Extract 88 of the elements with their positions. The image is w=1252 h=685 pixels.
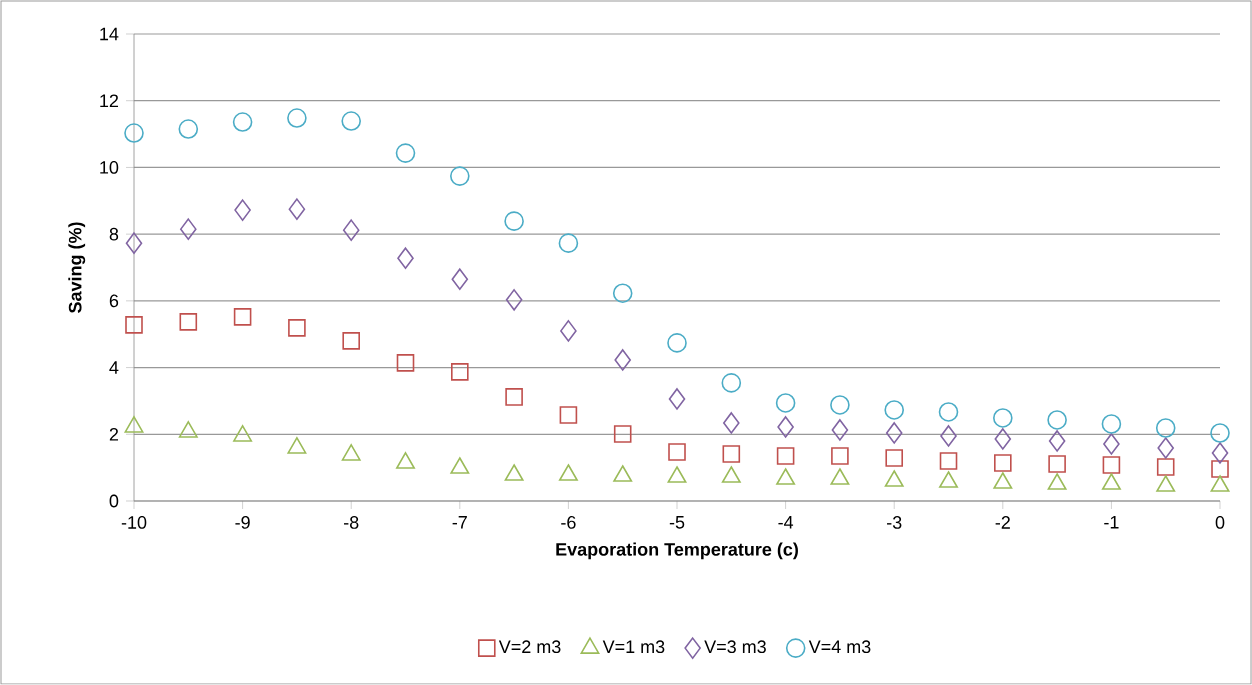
point — [612, 283, 633, 303]
point — [1047, 410, 1067, 430]
point — [560, 320, 577, 342]
point — [451, 268, 469, 290]
point — [559, 406, 578, 424]
point — [1211, 442, 1229, 464]
legend-label: V=3 m3 — [704, 640, 766, 654]
point — [178, 119, 199, 139]
point — [451, 363, 469, 381]
point — [668, 443, 686, 461]
point — [1101, 414, 1122, 434]
point — [614, 349, 632, 371]
x-tick-label: -8 — [344, 516, 359, 529]
legend-label: V=1 m3 — [602, 640, 665, 654]
x-tick-label: -2 — [995, 516, 1010, 529]
point — [1103, 433, 1120, 455]
legend-label: V=4 m3 — [808, 640, 871, 654]
x-tick-label: -3 — [887, 516, 902, 529]
point — [830, 395, 850, 415]
point — [1211, 460, 1229, 478]
point — [342, 219, 360, 241]
x-tick-label: -7 — [452, 516, 467, 529]
point — [341, 111, 362, 131]
y-tick-label: 6 — [109, 294, 119, 308]
point — [342, 332, 360, 350]
point — [179, 313, 198, 331]
point — [125, 232, 143, 254]
point — [722, 445, 741, 463]
point — [831, 447, 849, 465]
x-tick-label: -6 — [561, 516, 576, 529]
x-tick-label: -4 — [778, 516, 794, 529]
point — [667, 333, 687, 353]
point — [831, 419, 849, 441]
point — [613, 425, 632, 443]
point — [395, 143, 416, 163]
x-axis-title: Evaporation Temperature (c) — [556, 542, 798, 560]
point — [1102, 456, 1121, 474]
x-tick-label: 0 — [1215, 516, 1225, 529]
point — [777, 416, 794, 438]
point — [397, 247, 414, 269]
point — [1048, 455, 1066, 473]
point — [180, 218, 197, 240]
x-tick-label: -1 — [1104, 516, 1119, 529]
point — [504, 211, 524, 231]
legend-label: V=2 m3 — [498, 640, 561, 654]
point — [1155, 418, 1176, 438]
point — [505, 289, 523, 311]
y-tick-label: 2 — [109, 427, 119, 441]
point — [885, 449, 904, 467]
y-tick-label: 14 — [100, 27, 119, 41]
point — [1156, 458, 1175, 476]
point — [287, 108, 307, 128]
point — [288, 319, 306, 337]
point — [1048, 430, 1066, 452]
y-tick-label: 0 — [109, 494, 119, 508]
point — [721, 373, 742, 393]
x-tick-label: -9 — [235, 516, 250, 529]
y-tick-label: 4 — [109, 361, 119, 374]
point — [938, 402, 959, 422]
point — [125, 316, 143, 334]
x-tick-label: -10 — [121, 516, 147, 529]
point — [234, 199, 251, 221]
point — [558, 233, 579, 253]
point — [723, 412, 740, 434]
point — [396, 354, 415, 372]
point — [505, 388, 523, 406]
point — [233, 308, 252, 326]
point — [939, 452, 958, 470]
point — [232, 112, 253, 132]
point — [885, 422, 903, 444]
point — [668, 388, 686, 410]
y-tick-label: 12 — [100, 94, 119, 107]
point — [1210, 423, 1230, 443]
point — [1157, 437, 1175, 459]
point — [288, 198, 306, 220]
x-tick-label: -5 — [669, 516, 685, 529]
point — [124, 123, 144, 143]
point — [993, 408, 1013, 428]
y-tick-label: 10 — [100, 161, 119, 174]
y-axis-title: Saving (%) — [68, 222, 86, 313]
point — [994, 428, 1012, 450]
point — [776, 447, 795, 465]
y-tick-label: 8 — [109, 227, 119, 241]
point — [940, 425, 957, 447]
point — [775, 393, 796, 413]
point — [994, 454, 1012, 472]
point — [450, 166, 470, 186]
point — [884, 400, 905, 420]
